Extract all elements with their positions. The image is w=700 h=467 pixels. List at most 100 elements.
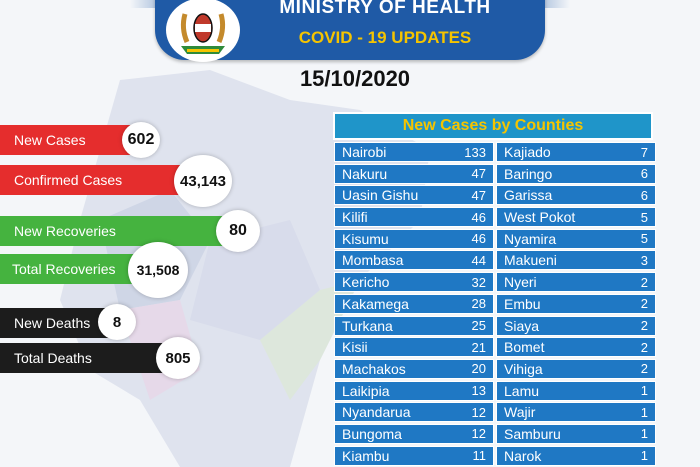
county-row: Samburu 1 [496, 423, 656, 444]
county-name: Kisii [342, 339, 368, 356]
county-row: Turkana 25 [334, 315, 494, 336]
stat-value: 80 [216, 210, 260, 252]
county-count: 133 [464, 144, 486, 160]
county-name: Siaya [504, 317, 540, 334]
stat-value: 8 [98, 304, 136, 340]
county-count: 47 [471, 187, 486, 203]
county-row: Kisumu 46 [334, 228, 494, 249]
county-count: 25 [471, 318, 486, 333]
stat-label: New Deaths [0, 308, 112, 338]
county-count: 47 [471, 166, 486, 182]
county-row: Narok 1 [496, 445, 656, 466]
stat-label: New Recoveries [0, 216, 234, 246]
stat-value: 31,508 [128, 242, 188, 298]
county-row: Kericho 32 [334, 272, 494, 293]
county-count: 3 [640, 252, 648, 268]
county-count: 2 [640, 339, 648, 355]
stat-label: Total Recoveries [0, 254, 146, 284]
report-date: 15/10/2020 [299, 66, 411, 91]
county-count: 2 [640, 296, 648, 312]
stat-value: 43,143 [174, 155, 232, 207]
county-name: Turkana [342, 317, 393, 334]
county-name: Lamu [504, 382, 540, 399]
county-count: 21 [471, 339, 486, 355]
county-row: Makueni 3 [496, 250, 656, 271]
county-count: 46 [471, 231, 486, 247]
county-name: Bungoma [342, 425, 402, 442]
county-name: Machakos [342, 360, 406, 377]
county-count: 12 [471, 426, 486, 442]
county-row: Embu 2 [496, 293, 656, 314]
county-count: 2 [640, 318, 648, 333]
county-name: Baringo [504, 165, 553, 182]
county-count: 46 [471, 209, 486, 225]
county-row: Vihiga 2 [496, 358, 656, 379]
coat-of-arms-logo [166, 0, 240, 62]
county-name: Samburu [504, 425, 561, 442]
county-name: Kericho [342, 274, 390, 291]
county-count: 7 [640, 144, 648, 160]
county-name: Mombasa [342, 252, 404, 269]
county-count: 6 [640, 166, 648, 182]
stat-label: New Cases [0, 125, 136, 155]
county-row: Mombasa 44 [334, 250, 494, 271]
county-count: 2 [640, 274, 648, 290]
county-count: 44 [471, 252, 486, 268]
county-count: 2 [640, 361, 648, 377]
county-count: 1 [640, 404, 648, 420]
county-count: 1 [640, 383, 648, 399]
county-name: Nyeri [504, 274, 537, 291]
county-row: Kiambu 11 [334, 445, 494, 466]
county-name: Wajir [504, 404, 536, 421]
county-row: Kisii 21 [334, 337, 494, 358]
county-name: Embu [504, 295, 541, 312]
ministry-title: MINISTRY OF HEALTH [279, 0, 491, 18]
county-row: Nyamira 5 [496, 228, 656, 249]
county-name: Nakuru [342, 165, 388, 182]
county-name: Laikipia [342, 382, 390, 399]
county-row: West Pokot 5 [496, 207, 656, 228]
county-row: Bungoma 12 [334, 423, 494, 444]
county-count: 1 [640, 426, 648, 442]
county-count: 12 [471, 404, 486, 420]
county-name: Kajiado [504, 144, 551, 160]
county-row: Wajir 1 [496, 402, 656, 423]
counties-right-column: Kajiado 7 Baringo 6 Garissa 6 West Pokot 5 Nyami… [496, 142, 656, 467]
county-row: Nyeri 2 [496, 272, 656, 293]
county-row: Siaya 2 [496, 315, 656, 336]
county-count: 5 [640, 209, 648, 225]
county-count: 6 [640, 187, 648, 203]
county-name: Uasin Gishu [342, 187, 419, 204]
county-row: Nyandarua 12 [334, 402, 494, 423]
county-name: Garissa [504, 187, 553, 204]
county-count: 28 [471, 296, 486, 312]
county-name: Narok [504, 447, 542, 464]
counties-table-title: New Cases by Counties [333, 112, 653, 140]
county-count: 20 [471, 361, 486, 377]
county-name: Nyamira [504, 230, 557, 247]
county-row: Lamu 1 [496, 380, 656, 401]
stat-label: Confirmed Cases [0, 165, 196, 195]
updates-subtitle: COVID - 19 UPDATES [298, 28, 472, 47]
county-name: Kilifi [342, 209, 368, 226]
county-row: Kajiado 7 [496, 142, 656, 162]
county-name: Vihiga [504, 360, 543, 377]
county-row: Kakamega 28 [334, 293, 494, 314]
county-count: 13 [471, 383, 486, 399]
county-name: Nairobi [342, 144, 387, 160]
county-name: Nyandarua [342, 404, 411, 421]
county-name: Bomet [504, 339, 545, 356]
county-count: 5 [640, 231, 648, 247]
county-count: 1 [640, 448, 648, 464]
county-row: Baringo 6 [496, 163, 656, 184]
county-name: Kakamega [342, 295, 409, 312]
county-row: Uasin Gishu 47 [334, 185, 494, 206]
county-name: Kisumu [342, 230, 389, 247]
county-name: Kiambu [342, 447, 390, 464]
county-count: 32 [471, 274, 486, 290]
county-name: Makueni [504, 252, 557, 269]
county-count: 11 [472, 448, 487, 464]
county-row: Machakos 20 [334, 358, 494, 379]
county-name: West Pokot [504, 209, 576, 226]
stat-value: 602 [122, 122, 160, 158]
